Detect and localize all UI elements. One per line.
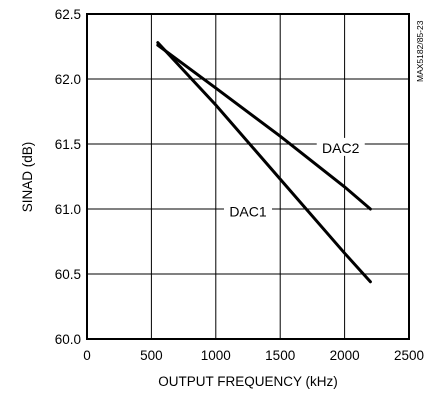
series-lines <box>156 41 372 284</box>
x-axis-title: OUTPUT FREQUENCY (kHz) <box>158 374 338 389</box>
tick-labels: 60.0 60.5 61.0 61.5 62.0 62.5 0 500 1000 1500 2000… <box>55 7 424 363</box>
x-tick-label: 1000 <box>201 348 231 363</box>
x-tick-label: 2000 <box>330 348 360 363</box>
x-tick-label: 0 <box>83 348 91 363</box>
grid-lines <box>87 14 409 339</box>
y-tick-label: 60.5 <box>55 267 81 282</box>
x-tick-label: 1500 <box>265 348 295 363</box>
x-tick-label: 2500 <box>394 348 424 363</box>
series-line-dac2 <box>156 43 372 211</box>
y-tick-label: 60.0 <box>55 332 81 347</box>
series-line-dac1 <box>156 41 372 284</box>
series-label-backdrop <box>224 201 272 220</box>
y-tick-label: 61.5 <box>55 137 81 152</box>
x-tick-label: 500 <box>140 348 163 363</box>
y-tick-label: 61.0 <box>55 202 81 217</box>
y-tick-label: 62.0 <box>55 72 81 87</box>
figure-reference-code: MAX5182/85-23 <box>415 20 425 82</box>
y-tick-label: 62.5 <box>55 7 81 22</box>
plot-frame <box>86 13 410 340</box>
series-label-backdrop <box>316 137 365 156</box>
series-label-dac1: DAC1 <box>229 204 267 220</box>
series-label-dac2: DAC2 <box>322 140 360 156</box>
series-labels: DAC1 DAC2 <box>224 137 365 220</box>
y-axis-title: SINAD (dB) <box>20 142 35 213</box>
